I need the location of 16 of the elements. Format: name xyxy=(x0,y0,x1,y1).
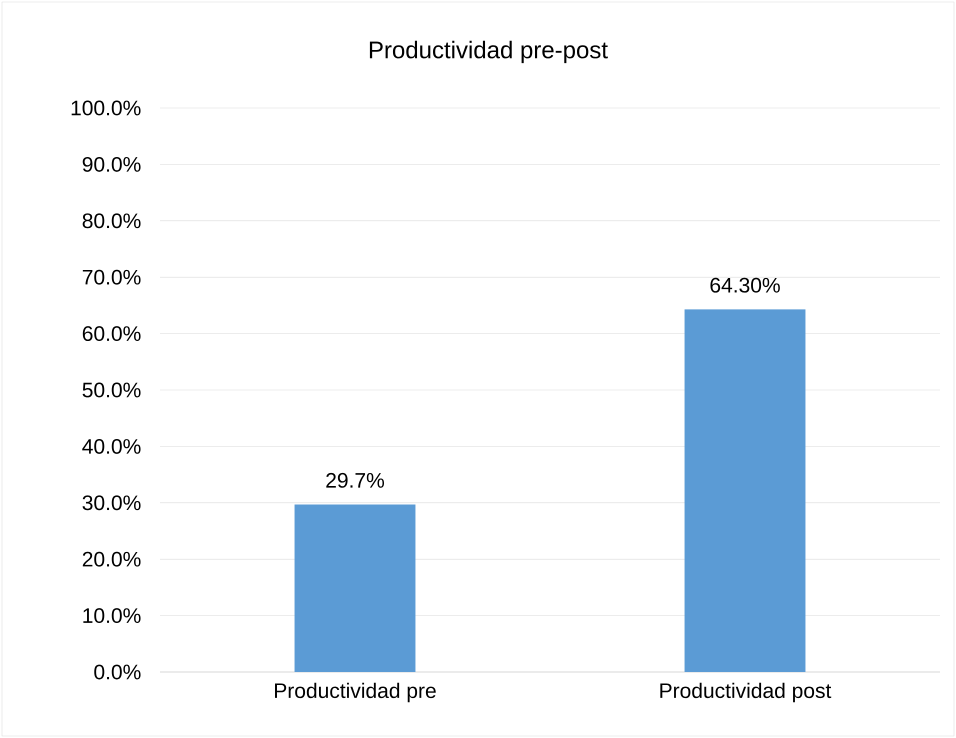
y-tick-label: 60.0% xyxy=(82,326,141,342)
data-label: 64.30% xyxy=(710,278,780,293)
y-tick-label: 0.0% xyxy=(94,664,141,680)
y-tick-label: 70.0% xyxy=(82,270,141,285)
y-tick-label: 90.0% xyxy=(82,156,141,172)
y-tick-label: 80.0% xyxy=(82,213,141,228)
y-tick-label: 20.0% xyxy=(82,552,141,567)
y-tick-label: 100.0% xyxy=(72,100,141,116)
x-tick-label: Productividad pre xyxy=(275,682,436,702)
y-tick-label: 40.0% xyxy=(82,438,141,454)
y-tick-label: 10.0% xyxy=(83,608,141,624)
chart-title: Productividad pre-post xyxy=(370,40,608,64)
x-tick-label: Productividad post xyxy=(660,682,832,702)
data-label: 29.7% xyxy=(326,472,384,488)
y-tick-label: 30.0% xyxy=(82,495,141,510)
y-tick-label: 50.0% xyxy=(82,382,141,398)
